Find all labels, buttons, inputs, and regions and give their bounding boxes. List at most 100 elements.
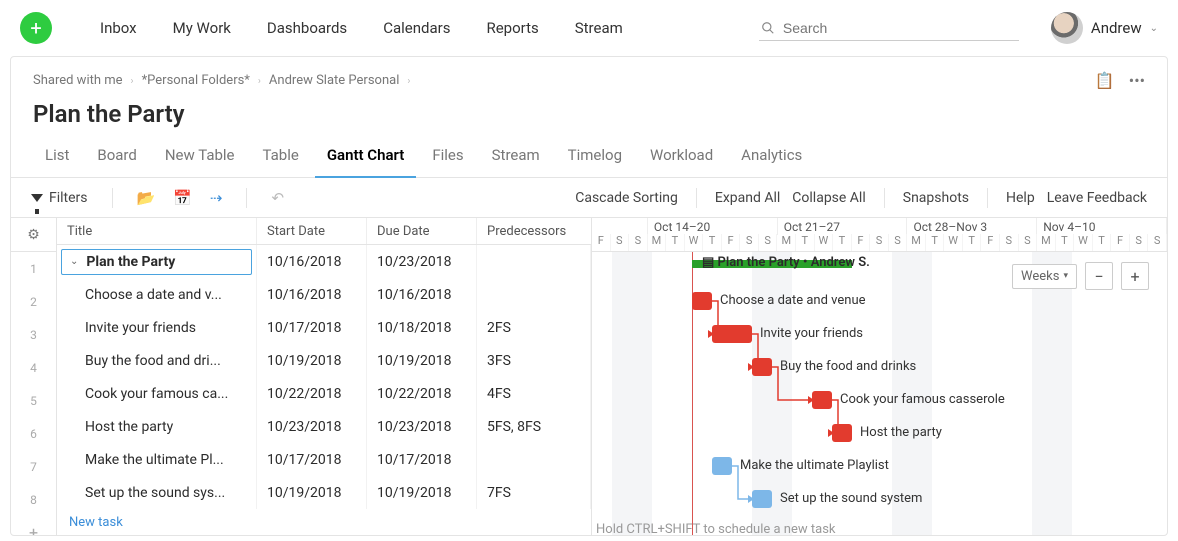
tab-workload[interactable]: Workload xyxy=(638,146,725,178)
cell-due[interactable]: 10/18/2018 xyxy=(367,311,477,344)
search-box[interactable] xyxy=(759,16,1019,41)
parent-task[interactable]: ⌄Plan the Party xyxy=(61,249,252,275)
help-button[interactable]: Help xyxy=(1006,190,1035,206)
task-title[interactable]: Cook your famous ca... xyxy=(57,377,257,410)
cell-due[interactable]: 10/22/2018 xyxy=(367,377,477,410)
cell-start[interactable]: 10/17/2018 xyxy=(257,443,367,476)
col-due[interactable]: Due Date xyxy=(367,218,477,244)
cell-pred[interactable] xyxy=(477,245,591,278)
cell-due[interactable]: 10/19/2018 xyxy=(367,344,477,377)
cell-start[interactable]: 10/22/2018 xyxy=(257,377,367,410)
expand-folder-icon[interactable]: 📂 xyxy=(137,189,156,207)
cell-pred[interactable]: 3FS xyxy=(477,344,591,377)
table-row[interactable]: Choose a date and v...10/16/201810/16/20… xyxy=(57,278,591,311)
task-title[interactable]: Host the party xyxy=(57,410,257,443)
cell-due[interactable]: 10/17/2018 xyxy=(367,443,477,476)
col-predecessors[interactable]: Predecessors xyxy=(477,218,591,244)
snapshots-button[interactable]: Snapshots xyxy=(903,190,969,206)
breadcrumb-item[interactable]: Andrew Slate Personal xyxy=(269,73,399,88)
nav-calendars[interactable]: Calendars xyxy=(367,9,466,47)
tab-analytics[interactable]: Analytics xyxy=(729,146,814,178)
tab-timelog[interactable]: Timelog xyxy=(556,146,634,178)
task-bar[interactable]: Make the ultimate Playlist xyxy=(712,457,732,475)
calendar-plus-icon[interactable]: 📅 xyxy=(173,189,192,207)
clipboard-icon[interactable]: 📋 xyxy=(1095,71,1115,90)
task-title[interactable]: Set up the sound sys... xyxy=(57,476,257,509)
cell-pred[interactable]: 4FS xyxy=(477,377,591,410)
nav-inbox[interactable]: Inbox xyxy=(84,9,153,47)
table-row[interactable]: ⌄Plan the Party10/16/201810/23/2018 xyxy=(57,245,591,278)
new-task-input[interactable]: New task xyxy=(57,509,591,535)
tab-gantt-chart[interactable]: Gantt Chart xyxy=(315,146,417,178)
cell-start[interactable]: 10/19/2018 xyxy=(257,476,367,509)
nav-reports[interactable]: Reports xyxy=(470,9,554,47)
range-label: Nov 4–10 xyxy=(1037,218,1167,235)
global-add-button[interactable]: + xyxy=(20,12,52,44)
cell-due[interactable]: 10/23/2018 xyxy=(367,410,477,443)
task-bar[interactable]: Set up the sound system xyxy=(752,490,772,508)
cell-start[interactable]: 10/19/2018 xyxy=(257,344,367,377)
zoom-out-button[interactable]: − xyxy=(1085,262,1113,290)
feedback-button[interactable]: Leave Feedback xyxy=(1047,190,1147,206)
dependency-icon[interactable]: ⇢ xyxy=(210,189,223,207)
nav-stream[interactable]: Stream xyxy=(559,9,639,47)
task-title[interactable]: Buy the food and dri... xyxy=(57,344,257,377)
search-input[interactable] xyxy=(783,20,1017,36)
collapse-all-button[interactable]: Collapse All xyxy=(792,190,865,206)
gantt-chart[interactable]: Oct 14–20Oct 21–27Oct 28–Nov 3Nov 4–10 F… xyxy=(592,218,1167,535)
col-start[interactable]: Start Date xyxy=(257,218,367,244)
task-bar[interactable]: Buy the food and drinks xyxy=(752,358,772,376)
cell-start[interactable]: 10/16/2018 xyxy=(257,245,367,278)
nav-dashboards[interactable]: Dashboards xyxy=(251,9,363,47)
tab-table[interactable]: Table xyxy=(251,146,311,178)
cell-due[interactable]: 10/16/2018 xyxy=(367,278,477,311)
table-row[interactable]: Buy the food and dri...10/19/201810/19/2… xyxy=(57,344,591,377)
cell-start[interactable]: 10/23/2018 xyxy=(257,410,367,443)
table-row[interactable]: Make the ultimate Pl...10/17/201810/17/2… xyxy=(57,443,591,476)
col-title[interactable]: Title xyxy=(57,218,257,244)
tab-new-table[interactable]: New Table xyxy=(153,146,247,178)
cell-pred[interactable]: 2FS xyxy=(477,311,591,344)
nav-my-work[interactable]: My Work xyxy=(157,9,247,47)
day-label: W xyxy=(944,234,963,251)
cell-pred[interactable]: 5FS, 8FS xyxy=(477,410,591,443)
task-bar[interactable]: Invite your friends xyxy=(712,325,752,343)
cell-pred[interactable] xyxy=(477,443,591,476)
filters-button[interactable]: Filters xyxy=(31,190,88,206)
table-row[interactable]: Invite your friends10/17/201810/18/20182… xyxy=(57,311,591,344)
tab-board[interactable]: Board xyxy=(85,146,148,178)
undo-icon[interactable]: ↶ xyxy=(271,189,284,207)
user-menu[interactable]: Andrew ⌄ xyxy=(1051,12,1158,44)
cell-pred[interactable]: 7FS xyxy=(477,476,591,509)
zoom-select[interactable]: Weeks▾ xyxy=(1012,264,1077,289)
cell-due[interactable]: 10/23/2018 xyxy=(367,245,477,278)
day-label: S xyxy=(611,234,630,251)
cell-pred[interactable] xyxy=(477,278,591,311)
tab-files[interactable]: Files xyxy=(420,146,475,178)
table-row[interactable]: Cook your famous ca...10/22/201810/22/20… xyxy=(57,377,591,410)
task-bar[interactable]: Choose a date and venue xyxy=(692,292,712,310)
table-row[interactable]: Set up the sound sys...10/19/201810/19/2… xyxy=(57,476,591,509)
gear-icon[interactable]: ⚙ xyxy=(11,218,56,252)
task-bar[interactable]: Cook your famous casserole xyxy=(812,391,832,409)
expand-all-button[interactable]: Expand All xyxy=(715,190,780,206)
task-bar[interactable]: Host the party xyxy=(832,424,852,442)
bar-label: Make the ultimate Playlist xyxy=(740,457,889,475)
cell-start[interactable]: 10/16/2018 xyxy=(257,278,367,311)
gantt-body[interactable]: ▤ Plan the Party • Andrew S.Choose a dat… xyxy=(592,252,1167,535)
table-row[interactable]: Host the party10/23/201810/23/20185FS, 8… xyxy=(57,410,591,443)
zoom-in-button[interactable]: + xyxy=(1121,262,1149,290)
task-title[interactable]: Choose a date and v... xyxy=(57,278,257,311)
task-title[interactable]: Invite your friends xyxy=(57,311,257,344)
tab-stream[interactable]: Stream xyxy=(480,146,552,178)
tab-list[interactable]: List xyxy=(33,146,81,178)
cell-due[interactable]: 10/19/2018 xyxy=(367,476,477,509)
task-title[interactable]: Make the ultimate Pl... xyxy=(57,443,257,476)
more-icon[interactable]: ••• xyxy=(1129,71,1145,90)
breadcrumb-item[interactable]: Shared with me xyxy=(33,73,123,88)
day-label: T xyxy=(963,234,982,251)
breadcrumb-item[interactable]: *Personal Folders* xyxy=(142,73,250,88)
add-row-button[interactable]: + xyxy=(11,516,56,535)
cascade-sorting-button[interactable]: Cascade Sorting xyxy=(575,190,678,206)
cell-start[interactable]: 10/17/2018 xyxy=(257,311,367,344)
